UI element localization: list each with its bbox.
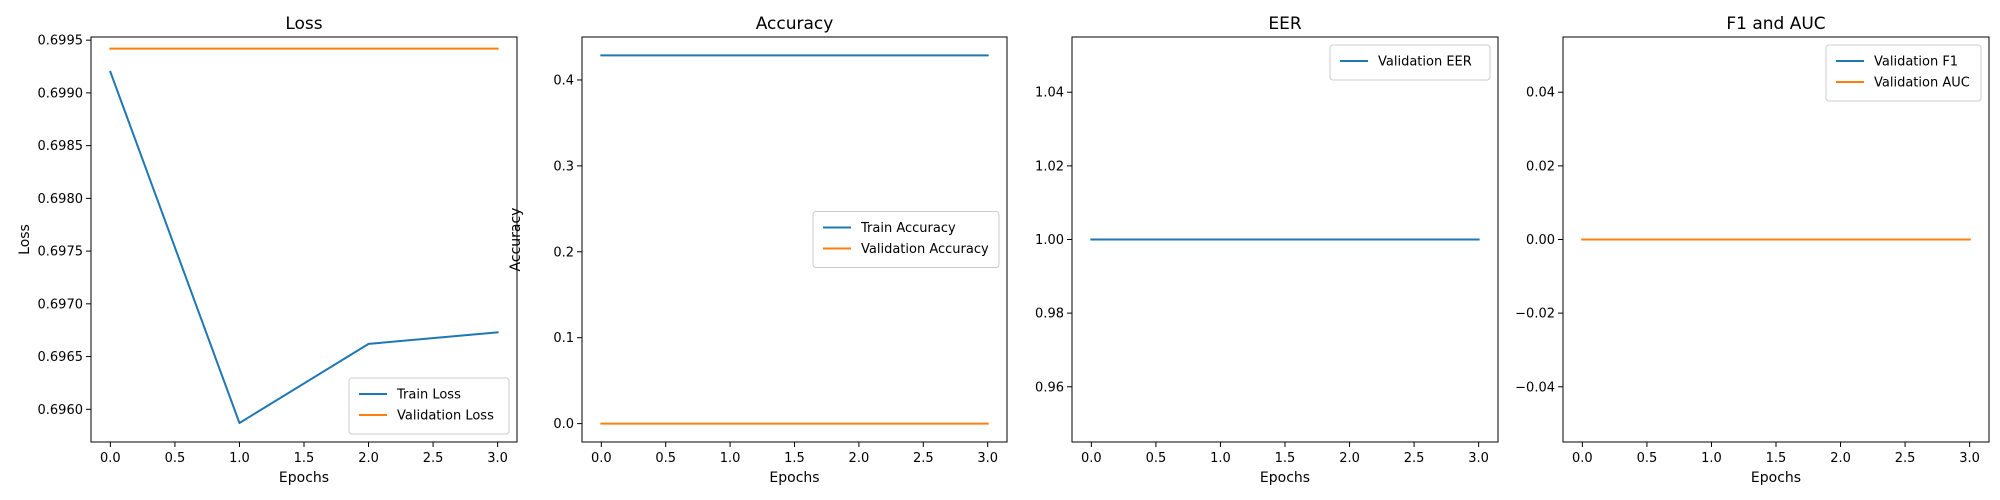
x-tick-label: 3.0 [1468,451,1489,466]
y-tick-label: 0.6990 [38,86,84,101]
x-tick-label: 2.5 [913,451,934,466]
legend-entry: Validation AUC [1874,76,1970,91]
x-tick-label: 1.5 [294,451,315,466]
x-tick-label: 2.0 [1339,451,1360,466]
y-tick-label: 0.6985 [38,139,84,154]
series-line-train-loss [109,70,499,425]
x-tick-label: 1.5 [784,451,805,466]
x-tick-label: 2.5 [423,451,444,466]
chart-panel-4: F1 and AUC 0.0 0.5 1.0 1.5 2.0 2.5 3.0 −0.04 −0.0… [1515,14,1990,486]
y-tick-label: 0.96 [1035,380,1064,395]
y-tick-label: 0.6960 [38,403,84,418]
x-tick-label: 1.5 [1766,451,1787,466]
legend-entry: Train Accuracy [860,221,956,236]
legend: Train Accuracy Validation Accuracy [812,211,1000,268]
y-tick-label: 0.04 [1526,86,1555,101]
y-tick-label: 0.3 [553,159,574,174]
legend: Validation F1 Validation AUC [1825,44,1982,102]
y-tick-label: −0.02 [1515,307,1555,322]
x-tick-label: 0.0 [1572,451,1593,466]
x-tick-label: 1.0 [229,451,250,466]
x-tick-label: 2.0 [1830,451,1851,466]
y-tick-label: 0.1 [553,331,574,346]
legend: Validation EER [1329,44,1491,81]
legend-entry: Train Loss [396,388,461,403]
y-tick-label: 0.6965 [38,350,84,365]
chart-title: EER [1268,14,1301,34]
y-tick-label: 1.02 [1035,159,1064,174]
legend-frame [348,377,510,435]
plot-frame [1562,36,1990,443]
y-tick-label: 1.04 [1035,86,1064,101]
y-axis-label: Accuracy [508,208,524,272]
x-tick-label: 0.0 [100,451,121,466]
plot-frame [90,36,518,443]
legend-entry: Validation Accuracy [861,242,989,257]
x-tick-label: 1.0 [1210,451,1231,466]
y-axis-label: Loss [17,224,33,255]
legend-entry: Validation F1 [1874,55,1958,70]
legend: Train Loss Validation Loss [348,377,510,435]
y-tick-label: 0.98 [1035,307,1064,322]
legend-entry: Validation EER [1378,55,1472,70]
x-tick-label: 2.0 [849,451,870,466]
y-tick-label: 0.6970 [38,297,84,312]
y-tick-label: 0.2 [553,245,574,260]
chart-title: F1 and AUC [1726,14,1825,34]
x-tick-label: 0.0 [591,451,612,466]
chart-title: Loss [285,14,322,34]
y-tick-label: 0.02 [1526,159,1555,174]
chart-panel-3: EER 0.0 0.5 1.0 1.5 2.0 2.5 3.0 0.96 0.98 1.00 1.02… [1035,14,1499,486]
plot-frame [581,36,1008,443]
x-tick-label: 0.5 [165,451,186,466]
y-tick-label: 0.6995 [38,34,84,49]
chart-panel-1: Loss 0.0 0.5 1.0 1.5 2.0 2.5 3.0 0.6960 0.6965 0.6… [17,14,518,486]
x-tick-label: 2.5 [1404,451,1425,466]
x-tick-label: 2.5 [1895,451,1916,466]
x-axis-label: Epochs [1751,470,1801,486]
y-tick-label: 0.0 [553,417,574,432]
x-tick-label: 3.0 [1959,451,1980,466]
legend-frame [812,211,1000,268]
x-tick-label: 0.5 [1637,451,1658,466]
legend-entry: Validation Loss [397,409,494,424]
x-tick-label: 0.0 [1081,451,1102,466]
x-tick-label: 0.5 [655,451,676,466]
plot-frame [1071,36,1499,443]
chart-panel-2: Accuracy 0.0 0.5 1.0 1.5 2.0 2.5 3.0 0.0 0.1 0.2 0.… [508,14,1008,486]
x-tick-label: 3.0 [977,451,998,466]
y-tick-label: 0.4 [553,73,574,88]
y-tick-label: −0.04 [1515,380,1555,395]
x-tick-label: 2.0 [358,451,379,466]
legend-frame [1329,44,1491,81]
x-axis-label: Epochs [769,470,819,486]
x-axis-label: Epochs [1260,470,1310,486]
y-tick-label: 0.00 [1526,233,1555,248]
x-tick-label: 1.0 [720,451,741,466]
y-tick-label: 0.6975 [38,245,84,260]
x-tick-label: 1.5 [1275,451,1296,466]
legend-frame [1825,44,1982,102]
x-axis-label: Epochs [279,470,329,486]
x-tick-label: 3.0 [487,451,508,466]
x-tick-label: 1.0 [1701,451,1722,466]
x-tick-label: 0.5 [1146,451,1167,466]
y-tick-label: 1.00 [1035,233,1064,248]
y-tick-label: 0.6980 [38,192,84,207]
chart-title: Accuracy [756,14,834,34]
